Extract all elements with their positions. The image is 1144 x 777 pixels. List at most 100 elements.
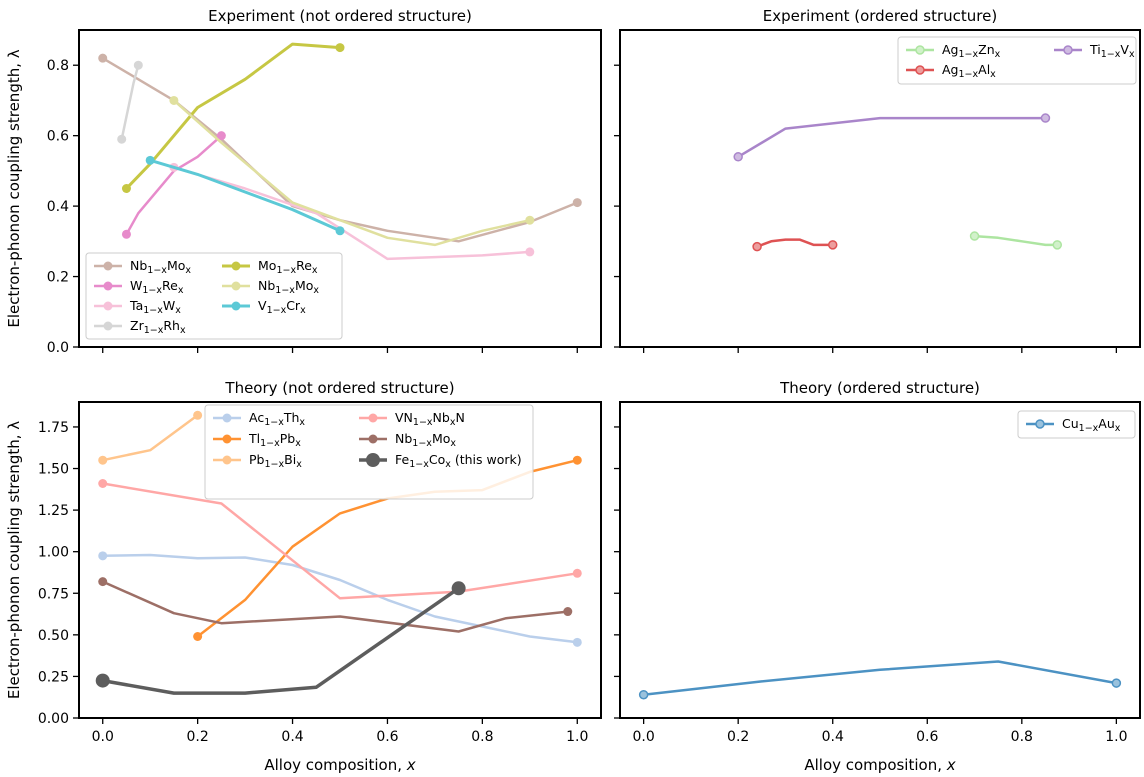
data-point (193, 632, 203, 642)
y-tick-label: 1.50 (38, 462, 69, 478)
y-tick-label: 0.0 (47, 340, 69, 356)
x-axis-label: Alloy composition, x (804, 756, 955, 774)
legend-label: W1−xRex (130, 278, 184, 296)
x-axis-label: Alloy composition, x (264, 756, 415, 774)
legend-label: Cu1−xAux (1062, 416, 1121, 434)
data-point (1040, 113, 1051, 123)
legend-marker (103, 321, 113, 331)
data-point (335, 226, 345, 236)
data-point (525, 247, 535, 257)
data-point (98, 478, 108, 488)
legend-marker (231, 261, 241, 271)
legend-label: Tl1−xPbx (248, 431, 301, 449)
legend: Nb1−xMox W1−xRex Ta1−xWx Zr1−xRhx Mo1−xRex Nb… (85, 252, 343, 340)
y-tick-label: 1.25 (38, 503, 69, 519)
y-axis-label: Electron-phonon coupling strength, λ (5, 421, 23, 699)
data-point (145, 155, 155, 165)
data-point (525, 215, 535, 225)
legend-marker (368, 434, 378, 444)
x-tick-label: 0.6 (376, 729, 398, 745)
x-tick-label: 0.6 (916, 729, 938, 745)
series-line (100, 586, 461, 695)
data-point (572, 455, 582, 465)
x-tick-label: 0.0 (92, 729, 114, 745)
series-line (172, 99, 532, 247)
legend: Ac1−xThx Tl1−xPbx Pb1−xBix VN1−xNbxN Nb1−xMo… (204, 404, 534, 500)
data-point (827, 240, 838, 250)
legend-marker (103, 281, 113, 291)
y-axis-label: Electron-phonon coupling strength, λ (5, 49, 23, 327)
legend-label: Mo1−xRex (258, 258, 318, 276)
legend-label: Nb1−xMox (258, 278, 319, 296)
data-point (216, 131, 226, 141)
data-point (572, 637, 582, 647)
axes-frame (619, 29, 1141, 348)
data-point (133, 60, 143, 70)
data-point (335, 43, 345, 53)
series-line (101, 482, 579, 600)
series-line (148, 158, 342, 233)
data-point (1111, 678, 1122, 688)
legend-label: Fe1−xCox (this work) (395, 452, 522, 470)
x-tick-label: 0.8 (471, 729, 493, 745)
legend-marker (231, 281, 241, 291)
chart-panel: Theory (ordered structure) 0.0 0.2 0.4 0.6 0.… (614, 379, 1141, 774)
legend-label: Ac1−xThx (249, 410, 305, 428)
legend-label: VN1−xNbxN (395, 410, 465, 428)
data-point (572, 198, 582, 208)
legend-label: Nb1−xMox (130, 258, 191, 276)
x-tick-label: 1.0 (566, 729, 588, 745)
y-tick-label: 1.75 (38, 420, 69, 436)
series-line (101, 414, 199, 462)
y-tick-label: 0.50 (38, 628, 69, 644)
axes-frame (78, 29, 602, 348)
data-point (752, 241, 762, 252)
legend-marker (368, 413, 378, 423)
x-tick-label: 0.8 (1011, 729, 1033, 745)
y-tick-label: 0.6 (47, 129, 69, 145)
legend-label: Pb1−xBix (249, 452, 302, 470)
legend-label: Ti1−xVx (1089, 42, 1135, 60)
y-tick-label: 0.4 (47, 199, 69, 215)
legend-marker (103, 261, 113, 271)
legend-marker (222, 455, 232, 465)
y-tick-label: 0.8 (47, 58, 69, 74)
legend-marker (366, 453, 380, 467)
legend-marker (103, 301, 113, 311)
data-point (193, 410, 203, 420)
legend-label: V1−xCrx (258, 298, 306, 316)
legend: Cu1−xAux (1017, 410, 1136, 439)
panel-title: Experiment (ordered structure) (763, 7, 997, 25)
panel-title: Experiment (not ordered structure) (208, 7, 472, 25)
legend-box (204, 404, 534, 500)
data-point (95, 673, 110, 688)
legend-marker (231, 301, 241, 311)
data-point (121, 184, 131, 193)
chart-panel: Experiment (ordered structure) Ag1−xZnx Ag… (614, 7, 1141, 353)
data-point (117, 134, 127, 144)
data-point (733, 152, 743, 162)
series-line (125, 42, 342, 190)
legend-marker (915, 45, 925, 55)
legend-marker (915, 65, 925, 75)
y-tick-label: 0.00 (38, 711, 69, 727)
legend-label: Nb1−xMox (395, 431, 456, 449)
data-point (969, 231, 980, 241)
legend-label: Ag1−xAlx (942, 62, 996, 80)
data-point (563, 607, 573, 617)
axes-frame (78, 401, 602, 719)
data-point (98, 551, 108, 561)
legend-marker (222, 413, 232, 423)
x-tick-label: 0.0 (633, 729, 655, 745)
data-point (1052, 240, 1063, 250)
x-tick-label: 1.0 (1105, 729, 1127, 745)
legend-box (1017, 410, 1136, 439)
series-line (736, 116, 1047, 159)
series-line (755, 238, 834, 248)
legend-box (85, 252, 343, 340)
legend-label: Ag1−xZnx (942, 42, 1001, 60)
data-point (451, 581, 466, 596)
series-line (973, 234, 1059, 247)
legend-marker (222, 434, 232, 444)
